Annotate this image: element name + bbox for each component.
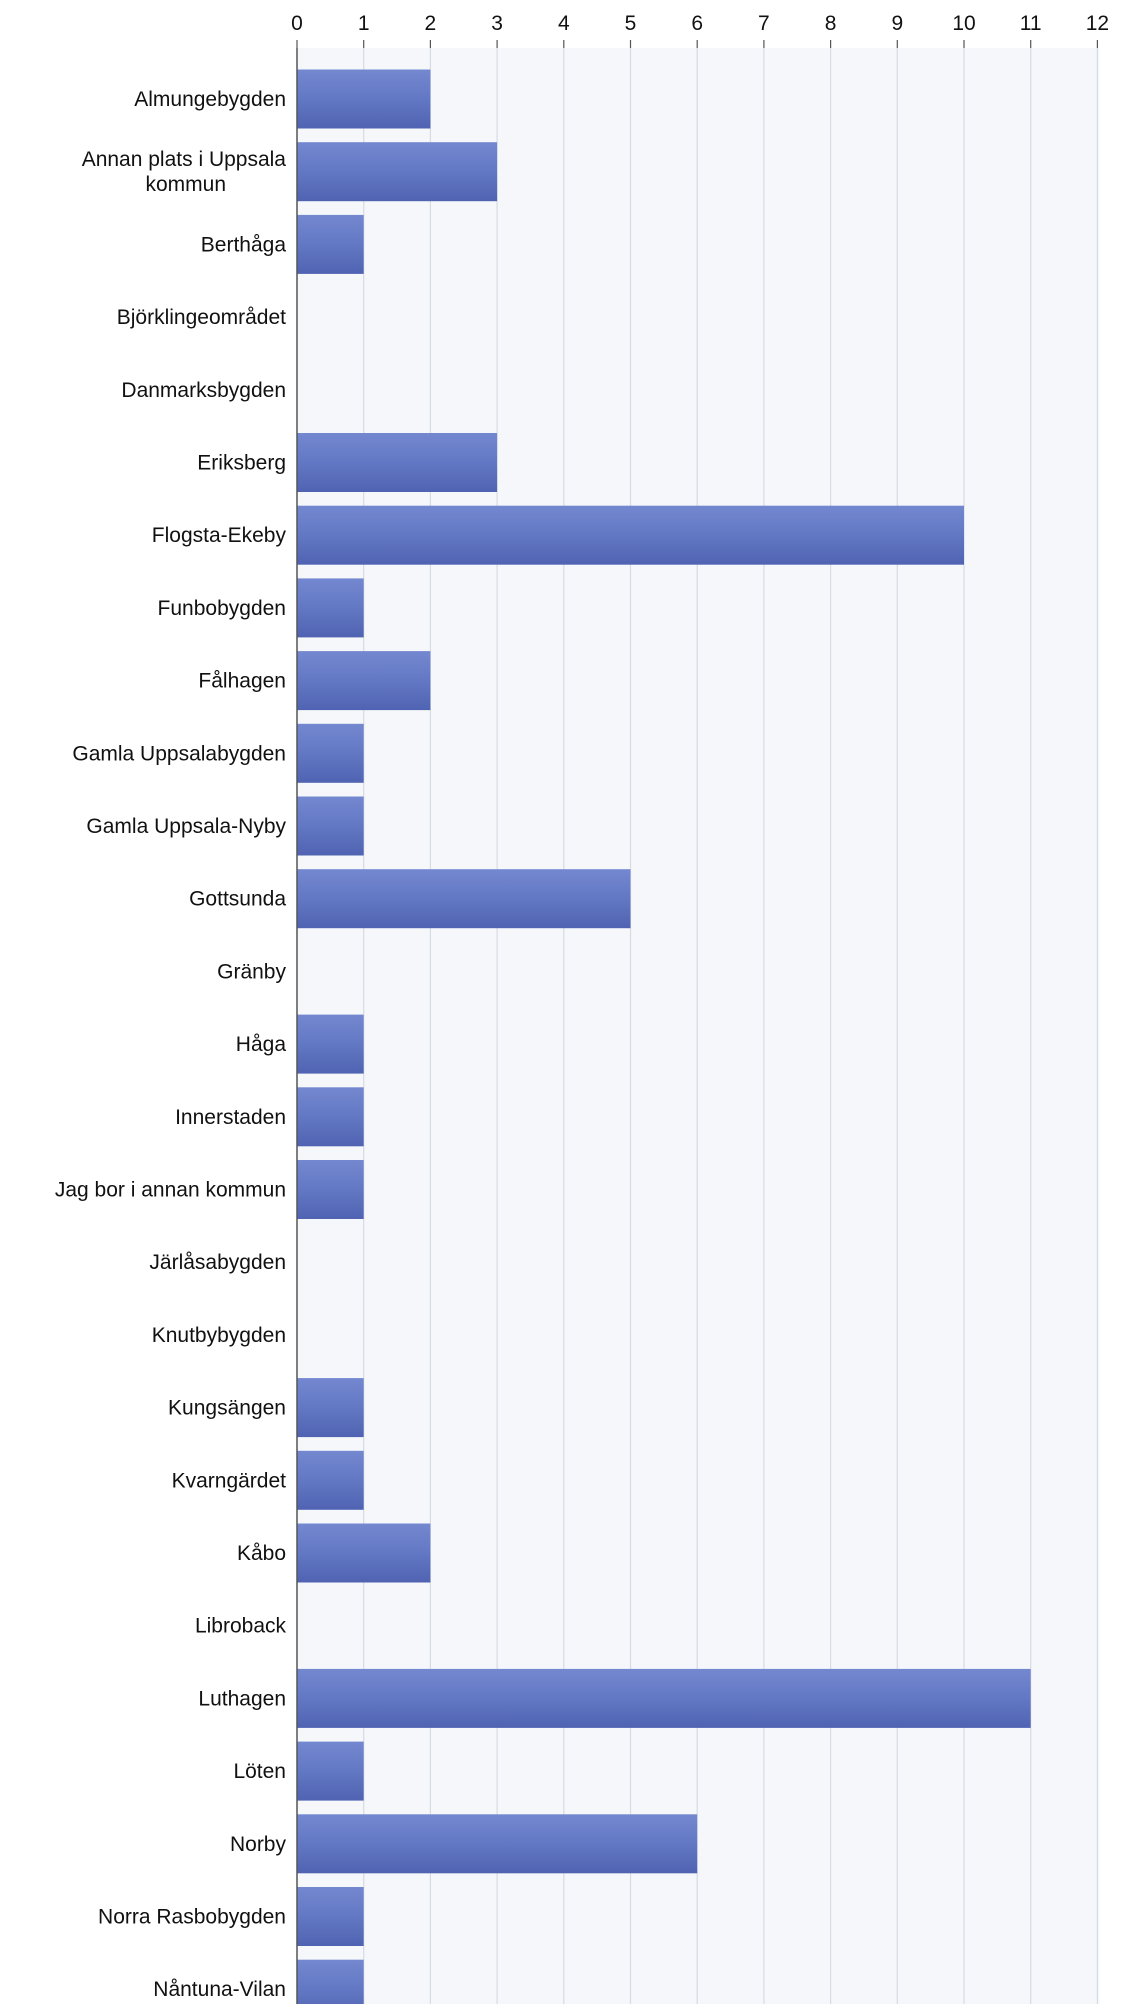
category-label: Innerstaden xyxy=(175,1106,286,1129)
bar xyxy=(297,1523,431,1583)
bar xyxy=(297,433,498,492)
x-tick-label: 7 xyxy=(758,12,770,35)
bar xyxy=(297,1741,364,1801)
x-tick-label: 11 xyxy=(1020,12,1042,35)
bars xyxy=(297,69,1031,2004)
x-tick-label: 2 xyxy=(425,12,437,35)
bar xyxy=(297,505,964,565)
category-label: Gränby xyxy=(217,960,286,983)
bar xyxy=(297,1959,364,2004)
category-label: Annan plats i Uppsala kommun xyxy=(82,148,287,196)
bar xyxy=(297,142,498,202)
category-label: Berthåga xyxy=(201,233,287,256)
x-tick-label: 10 xyxy=(952,12,975,35)
bar xyxy=(297,723,364,783)
x-tick-label: 1 xyxy=(358,12,370,35)
category-label: Fålhagen xyxy=(198,670,286,693)
x-tick-label: 5 xyxy=(625,12,637,35)
x-tick-label: 12 xyxy=(1086,12,1109,35)
category-label: Kvarngärdet xyxy=(172,1469,287,1492)
x-axis-ticks: 0 1 2 3 4 5 6 7 8 9 10 11 12 xyxy=(291,12,1109,48)
category-label: Jag bor i annan kommun xyxy=(55,1179,286,1202)
bar xyxy=(297,1814,698,1874)
category-labels: Almungebygden Annan plats i Uppsala kommun… xyxy=(55,88,287,2001)
category-label: Nåntuna-Vilan xyxy=(153,1978,286,2001)
category-label: Eriksberg xyxy=(197,452,286,475)
bar xyxy=(297,578,364,638)
category-label: Libroback xyxy=(195,1615,287,1638)
category-label: Funbobygden xyxy=(158,597,286,620)
bar xyxy=(297,1378,364,1438)
category-label: Löten xyxy=(233,1760,286,1783)
bar xyxy=(297,1887,364,1946)
category-label: Almungebygden xyxy=(134,88,286,111)
category-label: Gottsunda xyxy=(189,888,286,911)
bar xyxy=(297,651,431,711)
category-label: Danmarksbygden xyxy=(121,379,286,402)
bar xyxy=(297,69,431,129)
category-label: Norby xyxy=(230,1833,287,1856)
category-label: Gamla Uppsalabygden xyxy=(72,742,286,765)
x-tick-label: 8 xyxy=(825,12,837,35)
category-label: Håga xyxy=(236,1033,287,1056)
category-label: Björklingeområdet xyxy=(117,306,286,329)
x-tick-label: 3 xyxy=(491,12,503,35)
x-tick-label: 6 xyxy=(691,12,703,35)
bar xyxy=(297,214,364,274)
bar xyxy=(297,869,631,929)
category-label: Flogsta-Ekeby xyxy=(152,524,287,547)
bar xyxy=(297,1668,1031,1728)
x-tick-label: 0 xyxy=(291,12,303,35)
bar xyxy=(297,1087,364,1147)
bar xyxy=(297,1450,364,1510)
category-label: Kungsängen xyxy=(168,1397,286,1420)
category-label: Luthagen xyxy=(198,1687,286,1710)
bar xyxy=(297,1014,364,1074)
bar xyxy=(297,796,364,856)
x-tick-label: 4 xyxy=(558,12,570,35)
bar xyxy=(297,1160,364,1219)
x-tick-label: 9 xyxy=(891,12,903,35)
category-label: Gamla Uppsala-Nyby xyxy=(86,815,286,838)
category-label: Järlåsabygden xyxy=(149,1251,286,1274)
category-label: Norra Rasbobygden xyxy=(98,1906,286,1929)
category-label: Kåbo xyxy=(237,1542,286,1565)
category-label: Knutbybygden xyxy=(152,1324,286,1347)
